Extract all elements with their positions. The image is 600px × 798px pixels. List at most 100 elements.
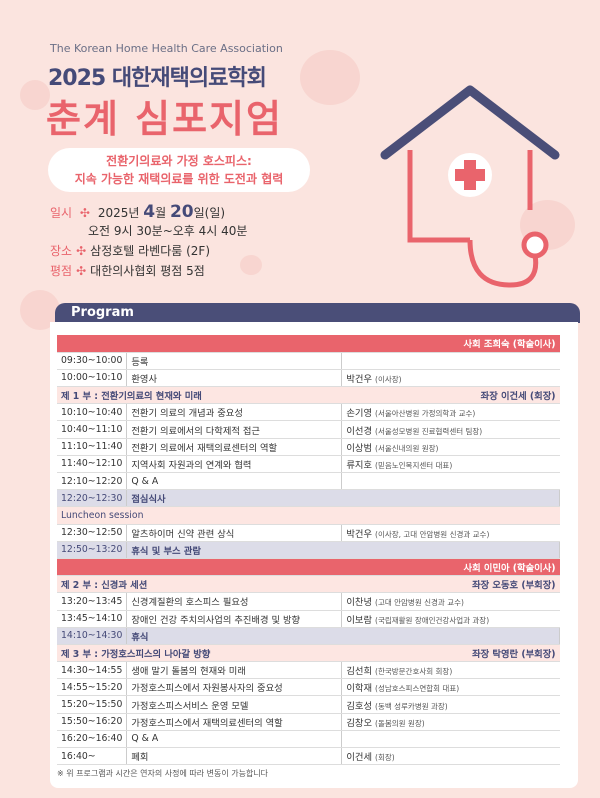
program-row-normal: 10:00~10:10 환영사 박건우 (이사장): [57, 369, 560, 388]
speaker-name: 박건우: [346, 373, 373, 385]
time: 14:55~15:20: [57, 678, 128, 697]
speaker-name: 이상범: [346, 442, 373, 454]
program-row-brk: 14:10~14:30 휴식: [57, 627, 560, 645]
talk-title: 알츠하이머 신약 관련 상식: [126, 524, 343, 542]
talk-title: 등록: [126, 352, 343, 370]
bullet-icon: ✣: [76, 244, 87, 258]
event-title-line1: 2025 대한재택의료학회: [48, 66, 267, 91]
time: 11:40~12:10: [57, 455, 128, 474]
speaker-name: 김창오: [346, 717, 373, 729]
speaker-cell: 이보람 (국립재활원 장애인건강사업과 과장): [341, 610, 560, 628]
program-row-normal: 10:40~11:10 전환기 의료에서의 다학제적 접근 이선경 (서울성모병원 …: [57, 420, 560, 439]
program-row-normal: 13:45~14:10 장애인 건강 주치의사업의 추진배경 및 방향 이보람 (국…: [57, 610, 560, 628]
petal-decoration: [240, 255, 262, 275]
speaker-cell: 박건우 (이사장, 고대 안암병원 신경과 교수): [341, 524, 560, 542]
talk-title: 전환기 의료에서 재택의료센터의 역할: [126, 438, 343, 456]
session-chair: 좌장 이건세 (회장): [341, 386, 560, 405]
speaker-affiliation: (성남호스피스연합회 대표): [375, 684, 460, 694]
session-chair: 좌장 오동호 (부회장): [341, 575, 560, 594]
date-month: 4: [143, 202, 156, 222]
association-name: The Korean Home Health Care Association: [50, 42, 283, 55]
venue-label: 장소: [50, 244, 73, 258]
program-row-part: 제 3 부 : 가정호스피스의 나아갈 방향 좌장 탁영란 (부회장): [57, 644, 560, 663]
break-title: 휴식 및 부스 관람: [126, 541, 560, 559]
speaker-name: 이선경: [346, 425, 373, 437]
speaker-cell: 이상범 (서울신내의원 원장): [341, 438, 560, 456]
speaker-affiliation: (고대 안암병원 신경과 교수): [375, 598, 464, 608]
talk-title: 가정호스피스에서 자원봉사자의 중요성: [126, 678, 343, 697]
session-title: 제 2 부 : 신경과 세션: [57, 575, 342, 594]
program-row-part: 제 2 부 : 신경과 세션 좌장 오동호 (부회장): [57, 575, 560, 594]
program-row-normal: 14:55~15:20 가정호스피스에서 자원봉사자의 중요성 이학재 (성남호스피…: [57, 678, 560, 697]
time: 15:50~16:20: [57, 713, 128, 731]
talk-title: 생애 말기 돌봄의 현재와 미래: [126, 661, 343, 680]
program-row-normal: 11:40~12:10 지역사회 자원과의 연계와 협력 류지호 (믿음노인복지센터…: [57, 455, 560, 474]
talk-title: 장애인 건강 주치의사업의 추진배경 및 방향: [126, 610, 343, 628]
speaker-affiliation: (믿음노인복지센터 대표): [375, 460, 453, 470]
speaker-affiliation: (서울성모병원 진료협력센터 팀장): [375, 426, 483, 436]
date-day: 20: [169, 202, 194, 222]
program-row-mod: 사회 이민아 (학술이사): [57, 558, 560, 577]
time: 09:30~10:00: [57, 352, 128, 370]
program-row-normal: 16:20~16:40 Q & A: [57, 730, 560, 749]
speaker-name: 김선희: [346, 666, 373, 678]
talk-title: 신경계질환의 호스피스 필요성: [126, 592, 343, 611]
info-date: 일시 ✣ 2025년 4월 20일(일): [50, 202, 225, 222]
program-row-normal: 12:10~12:20 Q & A: [57, 472, 560, 491]
speaker-name: 이찬녕: [346, 597, 373, 609]
talk-title: 가정호스피스에서 재택의료센터의 역할: [126, 713, 343, 731]
program-row-brk: 12:20~12:30 점심식사: [57, 489, 560, 508]
program-row-normal: 10:10~10:40 전환기 의료의 개념과 중요성 손기영 (서울아산병원 가정…: [57, 403, 560, 422]
speaker-name: 이학재: [346, 683, 373, 695]
time: 15:20~15:50: [57, 695, 128, 714]
program-row-normal: 11:10~11:40 전환기 의료에서 재택의료센터의 역할 이상범 (서울신내의…: [57, 438, 560, 456]
credit-label: 평점: [50, 264, 73, 278]
petal-decoration: [300, 50, 360, 105]
session-title: 제 1 부 : 전환기의료의 현재와 미래: [57, 386, 342, 405]
time: 16:40~: [57, 747, 128, 766]
speaker-cell: [341, 730, 560, 749]
time: 14:30~14:55: [57, 661, 128, 680]
credit-value: 대한의사협회 평점 5점: [90, 264, 205, 278]
bullet-icon: ✣: [79, 206, 90, 220]
luncheon-label: Luncheon session: [57, 506, 560, 525]
theme-box: 전환기의료와 가정 호스피스: 지속 가능한 재택의료를 위한 도전과 협력: [48, 148, 310, 192]
speaker-cell: 김호성 (동백 성루카병원 과장): [341, 695, 560, 714]
time: 16:20~16:40: [57, 730, 128, 749]
break-title: 점심식사: [126, 489, 560, 508]
time: 12:20~12:30: [57, 489, 128, 508]
talk-title: 환영사: [126, 369, 343, 388]
speaker-cell: 류지호 (믿음노인복지센터 대표): [341, 455, 560, 474]
speaker-cell: [341, 472, 560, 491]
speaker-cell: 김창오 (돌봄의원 원장): [341, 713, 560, 731]
session-title: 제 3 부 : 가정호스피스의 나아갈 방향: [57, 644, 342, 663]
time: 10:10~10:40: [57, 403, 128, 422]
time: 12:50~13:20: [57, 541, 128, 559]
program-row-normal: 15:50~16:20 가정호스피스에서 재택의료센터의 역할 김창오 (돌봄의원 …: [57, 713, 560, 731]
speaker-name: 이건세: [346, 752, 373, 764]
speaker-name: 류지호: [346, 459, 373, 471]
program-row-part: 제 1 부 : 전환기의료의 현재와 미래 좌장 이건세 (회장): [57, 386, 560, 405]
event-title-line2: 춘계 심포지엄: [46, 97, 283, 141]
moderator: 사회 조희숙 (학술이사): [57, 335, 560, 353]
date-day-suffix: 일(일): [193, 206, 226, 220]
theme-line1: 전환기의료와 가정 호스피스:: [106, 154, 252, 168]
talk-title: Q & A: [126, 472, 343, 491]
speaker-cell: 김선희 (한국방문간호사회 회장): [341, 661, 560, 680]
time: 10:40~11:10: [57, 420, 128, 439]
break-title: 휴식: [126, 627, 560, 645]
house-stethoscope-icon: [380, 85, 560, 288]
speaker-name: 박건우: [346, 528, 373, 540]
date-month-unit: 월: [155, 206, 167, 220]
time: 12:10~12:20: [57, 472, 128, 491]
program-row-mod: 사회 조희숙 (학술이사): [57, 335, 560, 353]
program-note: ※ 위 프로그램과 시간은 연자의 사정에 따라 변동이 가능합니다: [57, 769, 269, 778]
program-row-normal: 12:30~12:50 알츠하이머 신약 관련 상식 박건우 (이사장, 고대 안암…: [57, 524, 560, 542]
speaker-name: 김호성: [346, 700, 373, 712]
speaker-cell: 이건세 (회장): [341, 747, 560, 766]
program-title: Program: [71, 305, 134, 320]
speaker-affiliation: (서울아산병원 가정의학과 교수): [375, 409, 476, 419]
talk-title: 가정호스피스서비스 운영 모델: [126, 695, 343, 714]
speaker-affiliation: (서울신내의원 원장): [375, 443, 439, 453]
talk-title: 전환기 의료에서의 다학제적 접근: [126, 420, 343, 439]
